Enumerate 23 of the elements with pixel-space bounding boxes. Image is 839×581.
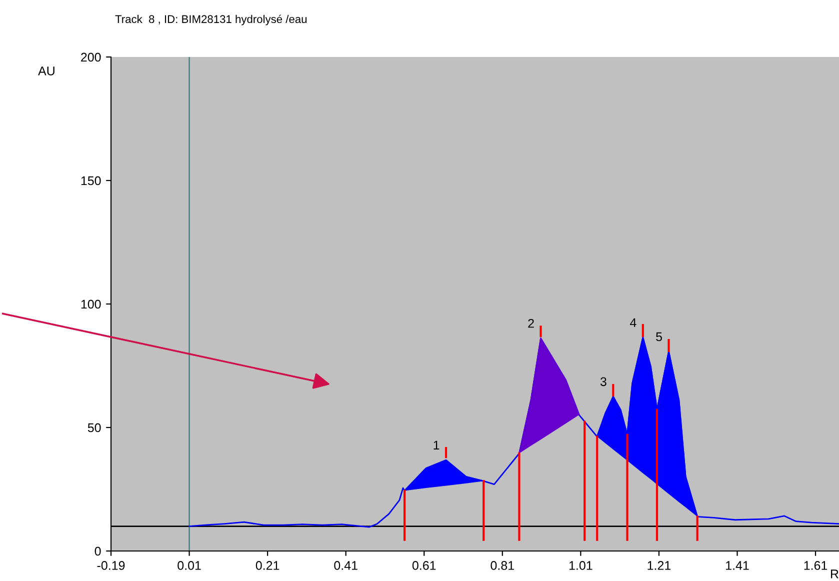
x-tick-label: 0.21 <box>256 561 280 570</box>
series-label: 5 <box>656 332 662 342</box>
x-tick-label: 1.01 <box>569 561 592 570</box>
x-tick-label: 1.61 <box>804 561 828 570</box>
x-tick-label: -0.19 <box>97 561 125 570</box>
series-label: 1 <box>434 440 440 450</box>
y-tick-label: 100 <box>81 300 101 309</box>
y-tick-label: 200 <box>81 52 101 62</box>
chart-title: Track 8 , ID: BIM28131 hydrolysé /eau <box>115 14 307 26</box>
x-tick-label: 0.61 <box>412 561 436 570</box>
series-label: 4 <box>630 318 636 327</box>
x-axis-title: R <box>831 570 838 578</box>
series-label: 2 <box>528 318 534 328</box>
x-tick-label: 1.41 <box>726 561 749 570</box>
x-tick-label: 0.41 <box>334 561 358 570</box>
y-tick-label: 50 <box>88 423 101 432</box>
x-tick-label: 0.81 <box>490 561 514 570</box>
x-tick-label: 1.21 <box>648 561 671 570</box>
y-tick-label: 0 <box>94 546 101 556</box>
x-tick-label: 0.01 <box>178 561 201 570</box>
y-tick-label: 150 <box>81 176 101 186</box>
series-label: 3 <box>600 377 606 386</box>
y-axis-title: AU <box>38 66 54 76</box>
